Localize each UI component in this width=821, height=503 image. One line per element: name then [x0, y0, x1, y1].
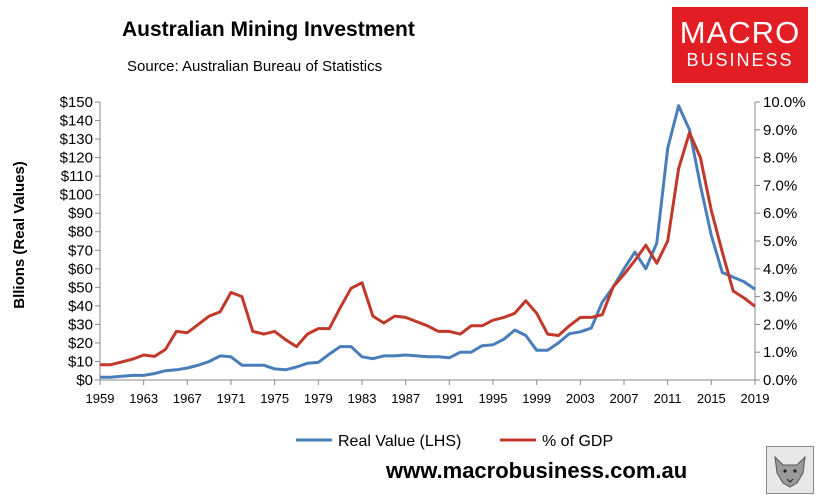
right-tick-label: 7.0%: [763, 177, 797, 194]
x-tick-label: 1995: [479, 391, 508, 406]
website-url: www.macrobusiness.com.au: [386, 458, 688, 483]
y-axis-label: Bllions (Real Values): [11, 161, 28, 309]
left-tick-label: $110: [61, 168, 93, 185]
series-line-pct-gdp: [100, 131, 756, 367]
legend-label: Real Value (LHS): [338, 433, 461, 450]
series-line-real-value: [100, 104, 756, 379]
logo-text-line1: MACRO: [679, 15, 801, 50]
left-tick-label: $40: [68, 298, 93, 315]
x-axis-ticks: 1959 1963 1967 1971 1975 1979 1983 1987 1991 1995…: [86, 380, 770, 406]
x-tick-label: 1975: [260, 391, 289, 406]
x-tick-label: 1979: [304, 391, 333, 406]
x-tick-label: 2007: [610, 391, 639, 406]
left-tick-label: $130: [60, 131, 93, 148]
chart-title: Australian Mining Investment: [122, 18, 415, 41]
left-tick-label: $90: [68, 205, 93, 222]
x-tick-label: 1959: [86, 391, 115, 406]
right-axis-ticks: 0.0% 1.0% 2.0% 3.0% 4.0% 5.0% 6.0% 7.0% 8.0% 9.0%…: [755, 94, 806, 389]
left-axis-ticks: $0 $10$20 $30$40 $50$60 $70$80 $90$100 $110$12…: [60, 94, 100, 389]
right-tick-label: 1.0%: [763, 344, 797, 361]
right-tick-label: 2.0%: [763, 316, 797, 333]
x-tick-label: 1967: [173, 391, 202, 406]
right-tick-label: 0.0%: [763, 372, 797, 389]
x-tick-label: 2003: [566, 391, 595, 406]
x-tick-label: 1999: [522, 391, 551, 406]
macrobusiness-logo: MACRO BUSINESS: [672, 7, 808, 83]
left-tick-label: $70: [68, 242, 93, 259]
right-tick-label: 10.0%: [763, 94, 806, 111]
left-tick-label: $80: [68, 224, 93, 241]
x-tick-label: 2011: [654, 391, 682, 406]
left-tick-label: $100: [60, 187, 93, 204]
right-tick-label: 6.0%: [763, 205, 797, 222]
left-tick-label: $30: [68, 316, 93, 333]
x-tick-label: 1971: [217, 391, 246, 406]
legend-label: % of GDP: [542, 433, 613, 450]
series-lines: [100, 104, 756, 379]
right-tick-label: 8.0%: [763, 150, 797, 167]
x-tick-label: 1991: [435, 391, 464, 406]
left-tick-label: $20: [68, 335, 93, 352]
x-tick-label: 1983: [348, 391, 377, 406]
left-tick-label: $150: [60, 94, 93, 111]
right-tick-label: 4.0%: [763, 261, 797, 278]
right-tick-label: 9.0%: [763, 122, 797, 139]
chart-legend: Real Value (LHS) % of GDP: [296, 433, 613, 450]
left-tick-label: $50: [68, 279, 93, 296]
chart-subtitle: Source: Australian Bureau of Statistics: [127, 58, 383, 75]
left-tick-label: $60: [68, 261, 93, 278]
wolf-mascot-icon: [766, 446, 814, 494]
x-tick-label: 2019: [741, 391, 770, 406]
right-tick-label: 5.0%: [763, 233, 797, 250]
logo-text-line2: BUSINESS: [686, 50, 794, 70]
x-tick-label: 1963: [129, 391, 158, 406]
left-tick-label: $140: [60, 113, 93, 130]
x-tick-label: 1987: [391, 391, 420, 406]
left-tick-label: $10: [68, 353, 93, 370]
left-tick-label: $0: [76, 372, 93, 389]
x-tick-label: 2015: [697, 391, 726, 406]
right-tick-label: 3.0%: [763, 289, 797, 306]
left-tick-label: $120: [60, 150, 93, 167]
